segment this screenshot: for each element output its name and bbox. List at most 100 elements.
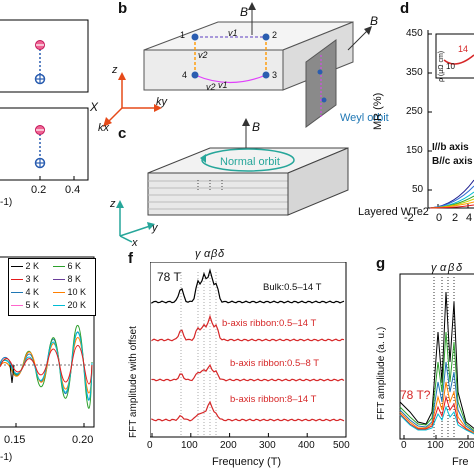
panel-d-legend-B: B//c axis	[432, 156, 473, 167]
panel-b-v1-top: v1	[228, 28, 238, 38]
panel-d-xtick-2: 2	[452, 212, 459, 224]
panel-b-corner-3: 3	[272, 70, 278, 80]
panel-c-normal-orbit: Normal orbit	[220, 156, 280, 168]
panel-b-diagram	[103, 2, 372, 128]
panel-f-trace-label-r2: b-axis ribbon:0.5–8 T	[230, 358, 320, 369]
panel-f-xtick-200: 200	[220, 440, 237, 451]
panel-c-B-label: B	[252, 120, 261, 134]
panel-g-letter: g	[376, 255, 386, 272]
panel-d-letter: d	[400, 0, 410, 17]
panel-f-gamma: γ	[195, 248, 201, 260]
panel-b-v2-bottom: v2	[206, 82, 216, 92]
panel-g-xlabel: Fre	[452, 456, 469, 468]
legend-label: 5 K	[25, 300, 40, 310]
panel-b-corner-2: 2	[272, 30, 278, 40]
legend-item: 10 K	[53, 287, 86, 297]
panel-g-xtick-0: 0	[401, 440, 407, 451]
panel-e-x-unit: -1)	[0, 452, 13, 463]
panel-e-xtick-1: 0.15	[4, 434, 26, 446]
panel-f-xlabel: Frequency (T)	[212, 456, 282, 468]
panel-f-plot	[150, 262, 347, 438]
legend-item: 2 K	[11, 261, 39, 271]
panel-b-corner-1: 1	[180, 30, 186, 40]
panel-d-legend-I: I//b axis	[432, 142, 469, 153]
panel-d-plot	[427, 30, 474, 209]
legend-item: 6 K	[53, 261, 81, 271]
panel-d-xtick-0: 0	[436, 212, 443, 224]
panel-d-ytick-50: 50	[412, 184, 424, 195]
legend-item: 5 K	[11, 300, 39, 310]
panel-f-xtick-0: 0	[147, 440, 153, 451]
panel-d-inset-value: 14	[458, 44, 469, 54]
panel-g-gamma: γ	[431, 262, 437, 274]
panel-c-diagram	[116, 118, 349, 243]
legend-item: 3 K	[11, 274, 39, 284]
panel-d-xtick-m2: -2	[404, 212, 414, 224]
panel-f-alpha: α	[204, 248, 211, 260]
panel-b-v1-bottom: v1	[218, 80, 228, 90]
panel-c-axis-x: x	[132, 237, 138, 249]
panel-d-xtick-4: 4	[466, 212, 473, 224]
panel-d-ytick-250: 250	[406, 106, 423, 117]
panel-f-trace-label-bulk: Bulk:0.5–14 T	[263, 282, 322, 293]
panel-f-xtick-500: 500	[333, 440, 350, 451]
legend-label: 8 K	[67, 274, 82, 284]
panel-g-plot	[399, 273, 474, 440]
panel-d-inset-tick: 10	[446, 62, 455, 71]
legend-label: 2 K	[25, 261, 40, 271]
panel-f-letter: f	[128, 250, 133, 267]
panel-f-xtick-300: 300	[259, 440, 276, 451]
legend-item: 8 K	[53, 274, 81, 284]
legend-label: 4 K	[25, 287, 40, 297]
panel-c-axis-y: y	[152, 222, 158, 234]
panel-b-corner-4: 4	[182, 70, 188, 80]
panel-g-ylabel: FFT amplitude (a. u.)	[376, 326, 387, 420]
panel-f-delta: δ	[218, 248, 225, 260]
panel-d-ylabel: MR (%)	[372, 92, 384, 130]
panel-a-plot	[0, 19, 89, 181]
legend-item: 20 K	[53, 300, 86, 310]
panel-b-axis-ky: ky	[156, 96, 167, 108]
panel-g-delta: δ	[456, 262, 463, 274]
legend-item: 4 K	[11, 287, 39, 297]
panel-b-axis-kx: kx	[98, 122, 109, 134]
panel-e-xtick-2: 0.20	[72, 434, 94, 446]
panel-f-ylabel: FFT amplitude with offset	[128, 326, 139, 438]
panel-g-xtick-100: 100	[427, 440, 444, 451]
panel-c-letter: c	[118, 125, 127, 142]
panel-e-legend: 2 K 3 K 4 K 5 K 6 K 8 K 10 K 20 K	[8, 258, 96, 316]
panel-e-plot	[0, 256, 95, 428]
panel-b-letter: b	[118, 0, 128, 17]
panel-g-alpha: α	[440, 262, 447, 274]
panel-c-layered-label: Layered WTe2	[358, 206, 429, 218]
panel-g-78T: 78 T?	[400, 388, 431, 402]
panel-b-B-label: B	[240, 5, 249, 19]
panel-g-beta: β	[448, 262, 455, 274]
legend-label: 3 K	[25, 274, 40, 284]
panel-f-78T: 78 T	[157, 270, 181, 284]
panel-g-xtick-200: 200	[458, 440, 474, 451]
legend-label: 10 K	[67, 287, 87, 297]
panel-f-beta: β	[211, 248, 218, 260]
panel-a-x-var: X	[90, 100, 99, 114]
panel-b-weyl-label: Weyl orbit	[340, 112, 389, 124]
panel-b-weyl-B: B	[370, 14, 379, 28]
panel-f-xtick-100: 100	[181, 440, 198, 451]
panel-d-ytick-450: 450	[406, 28, 423, 39]
fft-trace	[151, 314, 345, 342]
panel-b-axis-z: z	[112, 64, 118, 76]
panel-b-v2-left: v2	[198, 50, 208, 60]
fft-trace	[151, 363, 345, 382]
legend-label: 20 K	[67, 300, 87, 310]
panel-c-axis-z: z	[110, 198, 116, 210]
panel-a-xtick-1: 0.2	[31, 184, 47, 196]
panel-d-inset-ylabel: ρ (µΩ cm)	[438, 50, 445, 82]
panel-d-ytick-350: 350	[406, 67, 423, 78]
panel-a-x-unit: -1)	[0, 197, 13, 208]
panel-a-xtick-2: 0.4	[65, 184, 81, 196]
panel-f-xtick-400: 400	[298, 440, 315, 451]
fft-trace	[151, 268, 345, 304]
legend-label: 6 K	[67, 261, 82, 271]
fft-trace	[151, 400, 345, 422]
